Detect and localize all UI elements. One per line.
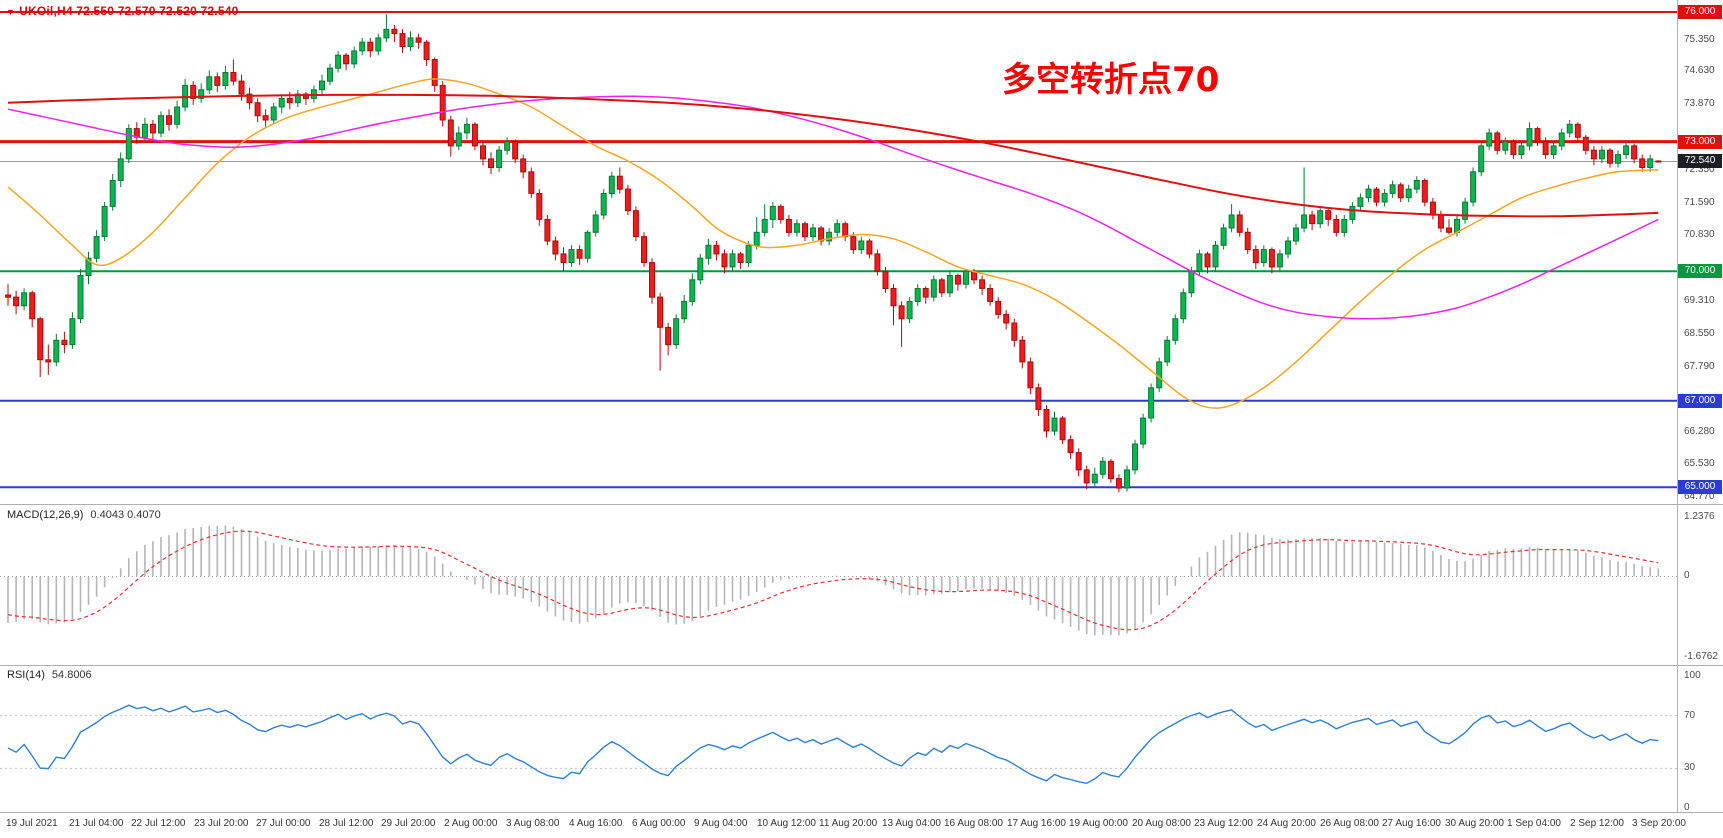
price-axis-label: 74.630 <box>1684 65 1715 76</box>
price-axis-label: 71.590 <box>1684 197 1715 208</box>
candlestick-chart[interactable] <box>0 0 1677 812</box>
price-axis-label: 75.350 <box>1684 34 1715 45</box>
price-axis-label: 65.530 <box>1684 458 1715 469</box>
time-axis-label: 28 Jul 12:00 <box>319 818 374 829</box>
price-axis-label: 70.830 <box>1684 229 1715 240</box>
time-axis-label: 23 Aug 12:00 <box>1194 818 1253 829</box>
time-axis-label: 10 Aug 12:00 <box>757 818 816 829</box>
rsi-axis-label: 0 <box>1684 802 1690 813</box>
price-axis-label: 68.550 <box>1684 328 1715 339</box>
time-axis-label: 19 Aug 00:00 <box>1069 818 1128 829</box>
time-axis-label: 2 Aug 00:00 <box>444 818 498 829</box>
time-axis-label: 19 Jul 2021 <box>6 818 58 829</box>
annotation-text[interactable]: 多空转折点70 <box>1002 60 1220 100</box>
panel-separator[interactable] <box>0 504 1723 505</box>
macd-name: MACD(12,26,9) <box>7 509 84 521</box>
price-badge: 72.540 <box>1678 154 1722 168</box>
time-axis-label: 11 Aug 20:00 <box>819 818 878 829</box>
time-axis-label: 27 Aug 16:00 <box>1382 818 1441 829</box>
time-axis-label: 4 Aug 16:00 <box>569 818 623 829</box>
panel-separator <box>0 812 1723 813</box>
time-axis-label: 9 Aug 04:00 <box>694 818 748 829</box>
time-axis-label: 27 Jul 00:00 <box>256 818 311 829</box>
price-badge: 76.000 <box>1678 5 1722 19</box>
time-axis-label: 2 Sep 12:00 <box>1570 818 1624 829</box>
axis-border <box>1677 0 1678 812</box>
price-axis-label: 72.350 <box>1684 164 1715 175</box>
price-badge: 70.000 <box>1678 264 1722 278</box>
symbol-ohlc-title: ▼ UKOil,H4 72.550 72.570 72.520 72.540 <box>6 4 238 18</box>
macd-axis-label: 0 <box>1684 570 1690 581</box>
macd-axis-label: -1.6762 <box>1684 651 1718 662</box>
time-axis[interactable]: 19 Jul 2021 21 Jul 04:00 22 Jul 12:00 23 Ju… <box>0 813 1723 838</box>
time-axis-label: 30 Aug 20:00 <box>1445 818 1504 829</box>
rsi-label: RSI(14) 54.8006 <box>7 669 92 681</box>
macd-values: 0.4043 0.4070 <box>90 509 161 521</box>
time-axis-label: 6 Aug 00:00 <box>632 818 686 829</box>
rsi-axis-label: 30 <box>1684 762 1696 773</box>
price-axis-label: 69.310 <box>1684 295 1715 306</box>
time-axis-label: 26 Aug 08:00 <box>1320 818 1379 829</box>
price-badge: 67.000 <box>1678 394 1722 408</box>
rsi-name: RSI(14) <box>7 669 45 681</box>
time-axis-label: 13 Aug 04:00 <box>882 818 941 829</box>
macd-axis-label: 1.2376 <box>1684 511 1715 522</box>
time-axis-label: 3 Aug 08:00 <box>506 818 560 829</box>
macd-label: MACD(12,26,9) 0.4043 0.4070 <box>7 509 161 521</box>
time-axis-label: 3 Sep 20:00 <box>1632 818 1686 829</box>
price-axis-label: 73.870 <box>1684 98 1715 109</box>
panel-separator[interactable] <box>0 665 1723 666</box>
time-axis-label: 20 Aug 08:00 <box>1132 818 1191 829</box>
time-axis-label: 21 Jul 04:00 <box>69 818 124 829</box>
price-axis-label: 64.770 <box>1684 491 1715 502</box>
time-axis-label: 29 Jul 20:00 <box>381 818 436 829</box>
time-axis-label: 17 Aug 16:00 <box>1007 818 1066 829</box>
time-axis-label: 1 Sep 04:00 <box>1507 818 1561 829</box>
rsi-value: 54.8006 <box>51 669 92 681</box>
price-badge: 73.000 <box>1678 135 1722 149</box>
rsi-axis-label: 70 <box>1684 710 1696 721</box>
time-axis-label: 22 Jul 12:00 <box>131 818 186 829</box>
time-axis-label: 24 Aug 20:00 <box>1257 818 1316 829</box>
rsi-axis-label: 100 <box>1684 670 1701 681</box>
time-axis-label: 16 Aug 08:00 <box>944 818 1003 829</box>
price-badge: 65.000 <box>1678 480 1722 494</box>
symbol-ohlc-text: UKOil,H4 72.550 72.570 72.520 72.540 <box>19 4 239 18</box>
price-axis-label: 67.790 <box>1684 361 1715 372</box>
price-axis[interactable]: 75.350 74.630 73.870 72.350 71.590 70.830 69.3… <box>1678 0 1723 813</box>
chart-marker-icon: ▼ <box>6 7 16 17</box>
price-axis-label: 66.280 <box>1684 426 1715 437</box>
time-axis-label: 23 Jul 20:00 <box>194 818 249 829</box>
